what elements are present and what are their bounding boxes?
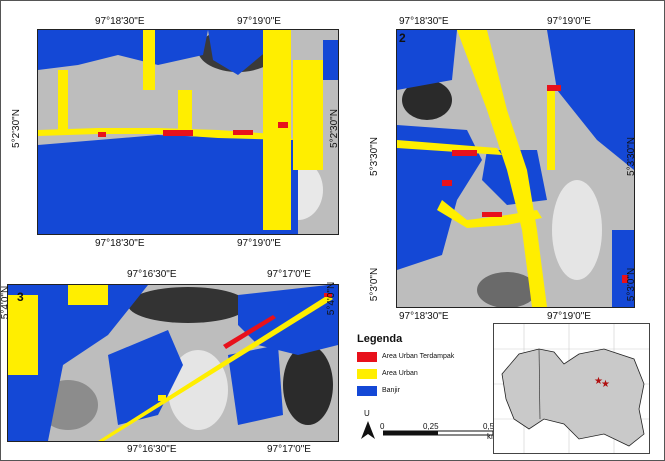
inset-location-star-icon: ★ [594, 376, 603, 387]
scale-tick-025: 0,25 [423, 422, 439, 431]
legend-swatch-flood [357, 386, 377, 396]
north-label: U [364, 409, 370, 418]
north-arrow-icon [361, 421, 375, 439]
panel3-number: 3 [17, 290, 24, 304]
panel2-right-lat-1: 5°3'30"N [625, 137, 637, 176]
map-panel-1 [37, 29, 339, 235]
scale-tick-05: 0,5 [483, 422, 495, 431]
panel2-bottom-lon-2: 97°19'0"E [547, 311, 591, 322]
legend-label-urban: Area Urban [382, 370, 418, 377]
inset-location-star-icon-2: ★ [601, 379, 610, 390]
scale-tick-0: 0 [380, 422, 385, 431]
inset-map: ★ ★ [493, 323, 650, 454]
legend-label-affected: Area Urban Terdampak [382, 353, 455, 360]
panel1-bottom-lon-2: 97°19'0"E [237, 238, 281, 249]
map-panel-1-graphic [38, 30, 338, 234]
panel2-top-lon-1: 97°18'30"E [399, 16, 449, 27]
panel2-bottom-lon-1: 97°18'30"E [399, 311, 449, 322]
panel2-top-lon-2: 97°19'0"E [547, 16, 591, 27]
panel1-left-lat: 5°2'30"N [10, 109, 22, 148]
scale-unit: km [487, 432, 498, 441]
panel1-bottom-lon-1: 97°18'30"E [95, 238, 145, 249]
legend-label-flood: Banjir [382, 387, 400, 394]
legend-swatch-affected [357, 352, 377, 362]
map-panel-3-graphic [8, 285, 338, 441]
panel3-right-lat: 5°4'0"N [326, 281, 338, 316]
map-panel-2 [396, 29, 635, 308]
legend-title: Legenda [357, 333, 403, 345]
panel1-top-lon-1: 97°18'30"E [95, 16, 145, 27]
panel2-left-lat-2: 5°3'0"N [369, 267, 381, 302]
panel2-right-lat-2: 5°3'0"N [626, 267, 638, 302]
panel1-top-lon-2: 97°19'0"E [237, 16, 281, 27]
legend-swatch-urban [357, 369, 377, 379]
map-panel-3 [7, 284, 339, 442]
panel3-top-lon-2: 97°17'0"E [267, 269, 311, 280]
panel3-bottom-lon-1: 97°16'30"E [127, 444, 177, 455]
panel2-left-lat-1: 5°3'30"N [368, 137, 380, 176]
panel3-left-lat: 5°4'0"N [0, 285, 12, 320]
panel1-right-lat: 5°2'30"N [328, 109, 340, 148]
panel2-number: 2 [399, 31, 406, 45]
scale-bar [383, 430, 493, 436]
inset-map-graphic: ★ ★ [494, 324, 649, 453]
panel3-top-lon-1: 97°16'30"E [127, 269, 177, 280]
map-panel-2-graphic [397, 30, 634, 307]
panel3-bottom-lon-2: 97°17'0"E [267, 444, 311, 455]
